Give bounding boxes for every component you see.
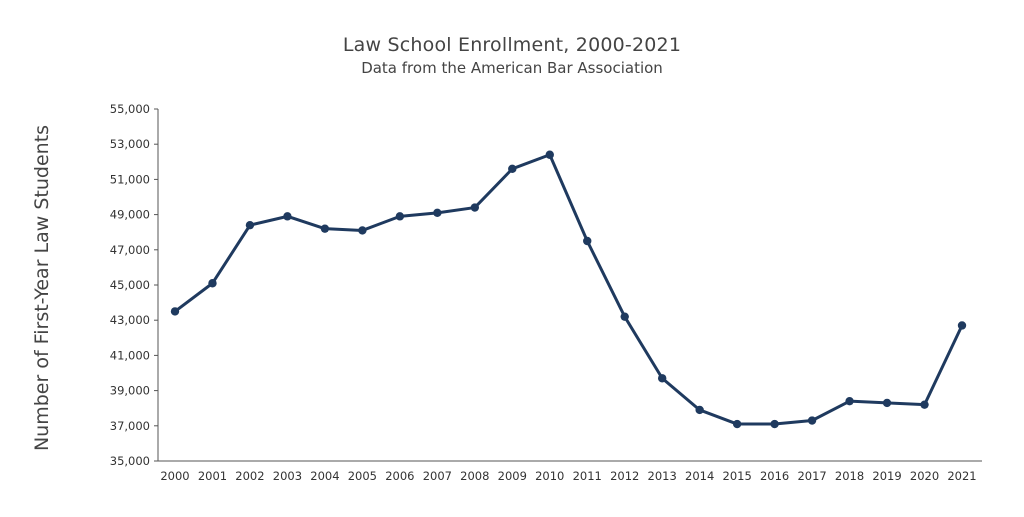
data-point xyxy=(508,164,517,174)
x-tick-label: 2008 xyxy=(460,469,489,483)
data-point xyxy=(957,321,967,330)
x-tick-label: 2014 xyxy=(685,469,714,483)
data-point xyxy=(208,279,217,288)
y-tick-label: 37,000 xyxy=(110,419,150,433)
chart-title: Law School Enrollment, 2000-2021 xyxy=(342,34,682,56)
x-tick-label: 2010 xyxy=(535,469,564,483)
data-point xyxy=(283,212,292,221)
data-point xyxy=(395,212,405,221)
x-tick-label: 2016 xyxy=(760,469,789,483)
data-point xyxy=(583,236,592,246)
data-point xyxy=(770,419,779,429)
y-tick-label: 55,000 xyxy=(110,102,150,116)
x-tick-label: 2003 xyxy=(273,469,302,483)
data-point xyxy=(470,203,480,212)
x-tick-label: 2005 xyxy=(348,469,377,483)
data-point xyxy=(245,220,255,230)
data-point xyxy=(620,312,629,321)
x-tick-label: 2015 xyxy=(723,469,752,483)
data-point xyxy=(732,419,742,429)
y-tick-label: 51,000 xyxy=(110,172,150,186)
y-tick-label: 35,000 xyxy=(110,454,150,468)
y-tick-label: 41,000 xyxy=(110,348,150,362)
data-point xyxy=(320,224,330,233)
y-tick-label: 45,000 xyxy=(110,278,150,292)
y-axis-title: Number of First-Year Law Students xyxy=(31,125,53,451)
data-point xyxy=(807,416,817,425)
x-tick-label: 2019 xyxy=(872,469,901,483)
data-point xyxy=(358,226,367,235)
y-tick-label: 39,000 xyxy=(110,384,150,398)
x-tick-label: 2012 xyxy=(610,469,639,483)
data-point xyxy=(920,400,929,409)
x-tick-label: 2007 xyxy=(423,469,452,483)
y-tick-label: 43,000 xyxy=(110,313,150,327)
y-tick-label: 49,000 xyxy=(110,208,150,222)
x-tick-label: 2013 xyxy=(648,469,677,483)
x-tick-label: 2018 xyxy=(835,469,864,483)
x-tick-label: 2021 xyxy=(947,469,976,483)
x-tick-label: 2009 xyxy=(498,469,527,483)
data-point xyxy=(433,208,442,218)
series-line-group xyxy=(170,150,967,429)
data-point xyxy=(882,398,892,408)
data-point xyxy=(545,150,554,159)
x-tick-label: 2004 xyxy=(310,469,339,483)
y-tick-label: 53,000 xyxy=(110,137,150,151)
series-line xyxy=(174,153,964,426)
y-tick-label: 47,000 xyxy=(110,243,150,257)
x-tick-label: 2020 xyxy=(910,469,939,483)
x-tick-label: 2001 xyxy=(198,469,227,483)
data-point xyxy=(657,374,667,383)
data-point xyxy=(695,405,704,415)
x-tick-label: 2000 xyxy=(160,469,189,483)
axes: 35,000 37,000 39,000 41,000 43,000 45,000 47,0… xyxy=(110,102,982,483)
data-point xyxy=(170,307,180,316)
data-point xyxy=(845,396,854,406)
chart-subtitle: Data from the American Bar Association xyxy=(361,59,663,77)
x-tick-label: 2006 xyxy=(385,469,414,483)
x-tick-label: 2002 xyxy=(235,469,264,483)
x-tick-label: 2017 xyxy=(797,469,826,483)
x-tick-label: 2011 xyxy=(573,469,602,483)
